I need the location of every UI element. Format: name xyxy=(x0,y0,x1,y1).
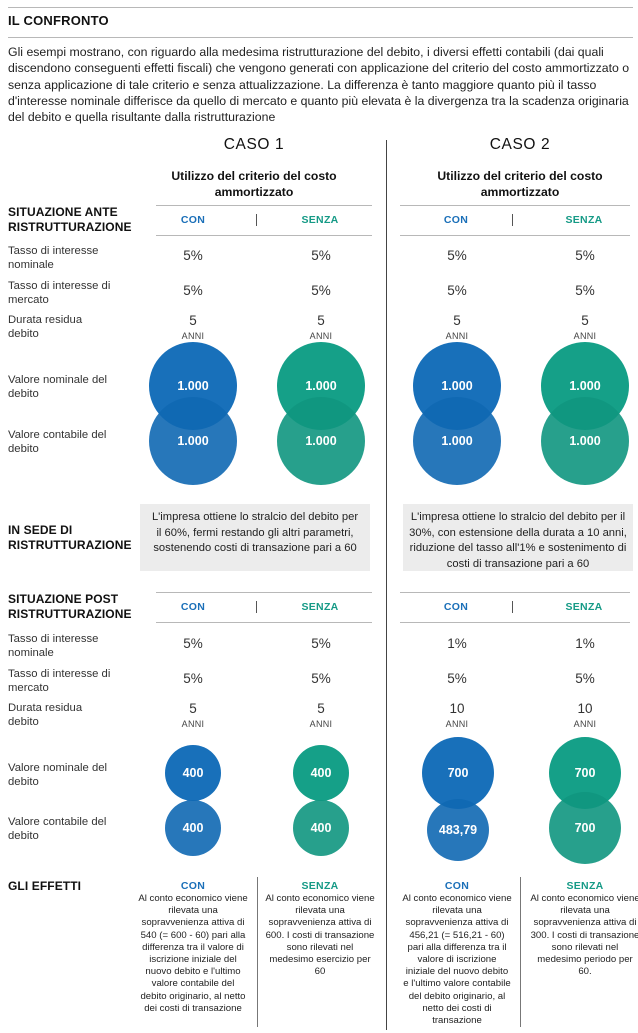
post-caso2-con-nominale-circle: 700 xyxy=(422,737,494,809)
ante-caso1-senza-tasso-mercato: 5% xyxy=(311,283,331,298)
post-caso1-senza-tasso-nominale: 5% xyxy=(311,636,331,651)
post-label-durata: Durata residua debito xyxy=(8,702,83,728)
ante-caso2-con-contabile-circle: 1.000 xyxy=(413,397,501,485)
post-caso2-senza-head: SENZA xyxy=(565,601,603,613)
post-caso1-senza-nominale-circle: 400 xyxy=(293,745,349,801)
ante-label-valore-nominale: Valore nominale del debito xyxy=(8,374,108,400)
ante-label-tasso-mercato: Tasso di interesse di mercato xyxy=(8,280,111,306)
section-effetti: GLI EFFETTI xyxy=(8,879,82,893)
ante-caso2-con-durata: 5 xyxy=(453,313,461,328)
ante-caso2-separator xyxy=(512,214,513,226)
ante-rule-caso2 xyxy=(400,205,630,206)
ante-subrule-caso2 xyxy=(400,235,630,236)
post-caso1-senza-contabile-circle: 400 xyxy=(293,800,349,856)
post-caso2-con-durata: 10 xyxy=(449,701,465,716)
post-label-tasso-nominale: Tasso di interesse nominale xyxy=(8,633,99,659)
effetti-caso1-senza-text: Al conto economico viene rilevata una so… xyxy=(265,893,375,978)
effetti-caso2-senza-text: Al conto economico viene rilevata una so… xyxy=(530,893,638,978)
section-sede: IN SEDE DI RISTRUTTURAZIONE xyxy=(8,523,132,552)
effetti-caso1-senza-head: SENZA xyxy=(301,880,339,892)
ante-caso2-senza-unit: ANNI xyxy=(573,331,597,341)
post-caso2-separator xyxy=(512,601,513,613)
ante-caso2-con-unit: ANNI xyxy=(445,331,469,341)
post-caso1-con-unit: ANNI xyxy=(181,719,205,729)
ante-caso2-con-tasso-mercato: 5% xyxy=(447,283,467,298)
section-ante: SITUAZIONE ANTE RISTRUTTURAZIONE xyxy=(8,205,132,234)
post-subrule-caso1 xyxy=(156,622,372,623)
post-label-valore-nominale: Valore nominale del debito xyxy=(8,762,108,788)
post-caso1-con-nominale-circle: 400 xyxy=(165,745,221,801)
ante-caso2-con-head: CON xyxy=(443,214,469,226)
caso1-title: CASO 1 xyxy=(223,136,285,153)
caso1-criterion: Utilizzo del criterio del costo ammortiz… xyxy=(171,169,337,199)
ante-caso2-senza-tasso-mercato: 5% xyxy=(575,283,595,298)
ante-caso1-con-unit: ANNI xyxy=(181,331,205,341)
caso2-title: CASO 2 xyxy=(489,136,551,153)
ante-caso1-senza-tasso-nominale: 5% xyxy=(311,248,331,263)
post-caso1-senza-tasso-mercato: 5% xyxy=(311,671,331,686)
ante-caso2-con-tasso-nominale: 5% xyxy=(447,248,467,263)
section-post: SITUAZIONE POST RISTRUTTURAZIONE xyxy=(8,592,132,621)
page-title: IL CONFRONTO xyxy=(8,13,109,28)
ante-subrule-caso1 xyxy=(156,235,372,236)
post-caso2-senza-contabile-circle: 700 xyxy=(549,792,621,864)
post-caso1-con-contabile-circle: 400 xyxy=(165,800,221,856)
post-caso1-con-durata: 5 xyxy=(189,701,197,716)
ante-label-tasso-nominale: Tasso di interesse nominale xyxy=(8,245,99,271)
post-subrule-caso2 xyxy=(400,622,630,623)
effetti-caso2-senza-head: SENZA xyxy=(566,880,604,892)
post-caso1-con-tasso-nominale: 5% xyxy=(183,636,203,651)
post-label-valore-contabile: Valore contabile del debito xyxy=(8,816,107,842)
post-caso2-con-contabile-circle: 483,79 xyxy=(427,799,489,861)
ante-caso1-con-head: CON xyxy=(180,214,206,226)
post-caso2-con-unit: ANNI xyxy=(445,719,469,729)
ante-label-valore-contabile: Valore contabile del debito xyxy=(8,429,107,455)
post-caso2-senza-unit: ANNI xyxy=(573,719,597,729)
post-caso2-senza-tasso-nominale: 1% xyxy=(575,636,595,651)
ante-label-durata: Durata residua debito xyxy=(8,314,83,340)
ante-caso2-senza-head: SENZA xyxy=(565,214,603,226)
ante-caso2-senza-durata: 5 xyxy=(581,313,589,328)
effetti-caso2-separator xyxy=(520,877,521,1027)
post-rule-caso2 xyxy=(400,592,630,593)
top-rule xyxy=(8,7,633,8)
intro-text: Gli esempi mostrano, con riguardo alla m… xyxy=(8,45,630,125)
ante-caso1-senza-contabile-circle: 1.000 xyxy=(277,397,365,485)
ante-caso1-con-tasso-mercato: 5% xyxy=(183,283,203,298)
post-caso1-con-tasso-mercato: 5% xyxy=(183,671,203,686)
effetti-caso2-con-head: CON xyxy=(444,880,470,892)
effetti-caso1-con-text: Al conto economico viene rilevata una so… xyxy=(138,893,248,1014)
ante-caso1-con-tasso-nominale: 5% xyxy=(183,248,203,263)
post-caso2-senza-tasso-mercato: 5% xyxy=(575,671,595,686)
post-caso1-senza-unit: ANNI xyxy=(309,719,333,729)
ante-caso1-con-contabile-circle: 1.000 xyxy=(149,397,237,485)
ante-caso1-senza-durata: 5 xyxy=(317,313,325,328)
post-caso1-senza-head: SENZA xyxy=(301,601,339,613)
sede-caso2-box: L'impresa ottiene lo stralcio del debito… xyxy=(403,504,633,571)
post-caso2-senza-durata: 10 xyxy=(577,701,593,716)
effetti-caso2-con-text: Al conto economico viene rilevata una so… xyxy=(402,893,512,1027)
ante-caso2-senza-tasso-nominale: 5% xyxy=(575,248,595,263)
post-caso1-senza-durata: 5 xyxy=(317,701,325,716)
effetti-caso1-separator xyxy=(257,877,258,1027)
effetti-caso1-con-head: CON xyxy=(180,880,206,892)
ante-rule-caso1 xyxy=(156,205,372,206)
post-label-tasso-mercato: Tasso di interesse di mercato xyxy=(8,668,111,694)
ante-caso1-separator xyxy=(256,214,257,226)
post-caso1-con-head: CON xyxy=(180,601,206,613)
ante-caso1-con-durata: 5 xyxy=(189,313,197,328)
case-divider xyxy=(386,140,387,1030)
caso2-criterion: Utilizzo del criterio del costo ammortiz… xyxy=(437,169,603,199)
post-caso2-con-head: CON xyxy=(443,601,469,613)
ante-caso1-senza-unit: ANNI xyxy=(309,331,333,341)
ante-caso1-senza-head: SENZA xyxy=(301,214,339,226)
post-caso2-con-tasso-nominale: 1% xyxy=(447,636,467,651)
post-caso1-separator xyxy=(256,601,257,613)
post-rule-caso1 xyxy=(156,592,372,593)
ante-caso2-senza-contabile-circle: 1.000 xyxy=(541,397,629,485)
post-caso2-con-tasso-mercato: 5% xyxy=(447,671,467,686)
title-rule xyxy=(8,37,633,38)
sede-caso1-box: L'impresa ottiene lo stralcio del debito… xyxy=(140,504,370,571)
